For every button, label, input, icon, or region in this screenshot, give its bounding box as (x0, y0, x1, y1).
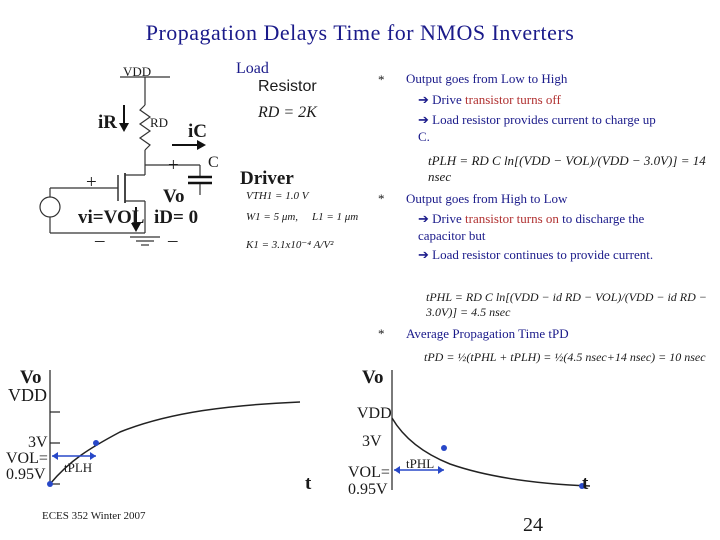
falling-curve (391, 417, 591, 487)
id-label: iD= 0 (154, 207, 199, 228)
note-2-heading: Output goes from High to Low (406, 191, 568, 206)
note-1-arrow-1: ➔ Drive transistor turns off (418, 92, 561, 107)
tphl-graph (391, 370, 591, 490)
minus-sign-output: – (168, 230, 178, 251)
ir-label: iR (98, 112, 117, 133)
vo-label: Vo (163, 186, 185, 207)
left-tplh-label: tPLH (64, 460, 93, 475)
minus-sign-input: – (95, 230, 105, 251)
right-vdd: VDD (357, 405, 392, 422)
arrow-icon: ➔ (418, 112, 433, 127)
right-y-title: Vo (362, 367, 384, 388)
resistor-label: Resistor (258, 78, 317, 95)
inverter-circuit (39, 76, 212, 246)
note-2-formula: tPHL = RD C ln[(VDD − id RD − VOL)/(VDD … (426, 290, 707, 319)
rd-value: RD = 2K (258, 104, 317, 121)
driver-label: Driver (240, 168, 294, 189)
end-marker (579, 483, 585, 489)
plus-sign-output: + (168, 155, 179, 176)
slide-title: Propagation Delays Time for NMOS Inverte… (145, 20, 575, 45)
arrow-icon: ➔ (418, 92, 433, 107)
start-marker (47, 481, 53, 487)
vdd-node-label: VDD (123, 64, 152, 79)
rd-label: RD (150, 115, 169, 130)
right-t-axis: t (582, 473, 589, 494)
note-2-arrow-2: ➔ Load resistor continues to provide cur… (418, 247, 654, 262)
footer-text: ECES 352 Winter 2007 (42, 510, 146, 522)
plus-sign-input: + (86, 172, 97, 193)
note-3-formula: tPD = ½(tPHL + tPLH) = ½(4.5 nsec+14 nse… (424, 350, 706, 364)
l-text: L1 = 1 μm (312, 211, 359, 223)
vi-label: vi=VOL (78, 207, 145, 228)
note-1-formula: tPLH = RD C ln[(VDD − VOL)/(VDD − 3.0V)]… (428, 153, 706, 184)
capacitor-label: C (208, 154, 219, 171)
left-3v: 3V (28, 434, 48, 451)
note-1-arrow-2: ➔ Load resistor provides current to char… (418, 112, 656, 144)
note-3-bullet: * (378, 326, 385, 341)
rising-curve (49, 401, 301, 485)
left-t-axis: t (305, 473, 312, 494)
right-3v: 3V (362, 433, 382, 450)
start-marker (441, 445, 447, 451)
w-text: W1 = 5 μm, (246, 211, 299, 223)
left-vol-value: 0.95V (6, 466, 46, 483)
end-marker (93, 440, 99, 446)
right-vol-value: 0.95V (348, 481, 388, 498)
note-1-bullet: * (378, 72, 385, 87)
right-tphl-label: tPHL (406, 456, 435, 471)
arrow-icon: ➔ (418, 247, 433, 262)
load-label: Load (236, 60, 269, 77)
tplh-graph (47, 370, 301, 487)
arrow-icon: ➔ (418, 211, 433, 226)
right-vol: VOL= (348, 464, 390, 481)
note-1-heading: Output goes from Low to High (406, 71, 568, 86)
vth-text: VTH1 = 1.0 V (246, 190, 309, 202)
left-vol: VOL= (6, 450, 48, 467)
note-2-bullet: * (378, 191, 385, 206)
left-y-title: Vo (20, 367, 42, 388)
ic-label: iC (188, 121, 207, 142)
k-text: K1 = 3.1x10⁻⁴ A/V² (246, 239, 334, 251)
note-2-arrow-1: ➔ Drive transistor turns on to discharge… (418, 211, 645, 243)
left-vdd: VDD (8, 385, 47, 405)
note-3-heading: Average Propagation Time tPD (406, 326, 569, 341)
page-number: 24 (523, 514, 543, 536)
